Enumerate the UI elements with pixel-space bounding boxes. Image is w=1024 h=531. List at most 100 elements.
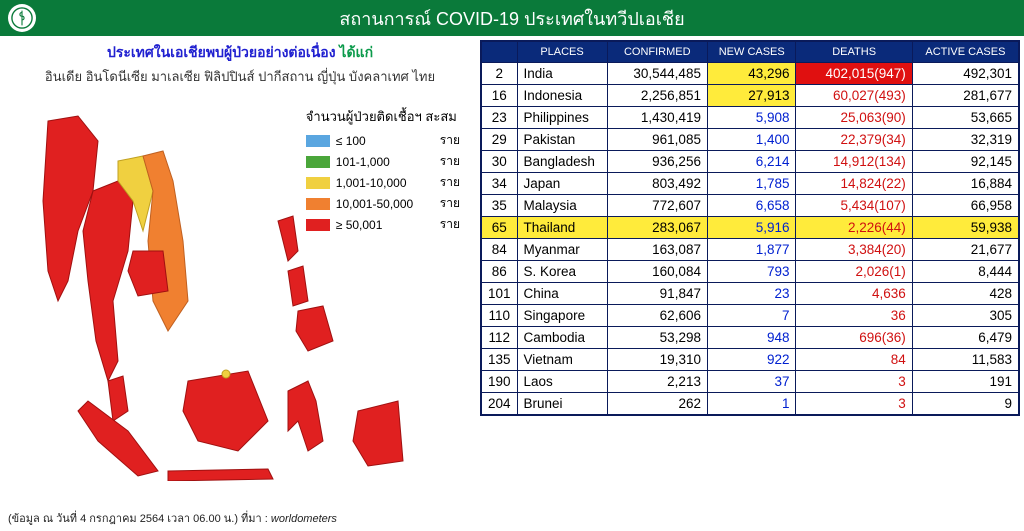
table-cell: 5,434(107) bbox=[796, 195, 912, 217]
table-cell: 29 bbox=[481, 129, 517, 151]
table-cell: India bbox=[517, 63, 607, 85]
table-cell: 5,908 bbox=[707, 107, 796, 129]
table-cell: Pakistan bbox=[517, 129, 607, 151]
table-cell: 2,226(44) bbox=[796, 217, 912, 239]
table-cell: 1 bbox=[707, 393, 796, 416]
table-row: 204Brunei262139 bbox=[481, 393, 1019, 416]
table-cell: 492,301 bbox=[912, 63, 1019, 85]
table-cell: Myanmar bbox=[517, 239, 607, 261]
table-cell: Indonesia bbox=[517, 85, 607, 107]
table-cell: 66,958 bbox=[912, 195, 1019, 217]
table-row: 23Philippines1,430,4195,90825,063(90)53,… bbox=[481, 107, 1019, 129]
table-cell: Cambodia bbox=[517, 327, 607, 349]
table-cell: 948 bbox=[707, 327, 796, 349]
table-cell: 922 bbox=[707, 349, 796, 371]
table-cell: 160,084 bbox=[607, 261, 707, 283]
table-row: 190Laos2,213373191 bbox=[481, 371, 1019, 393]
header-bar: สถานการณ์ COVID-19 ประเทศในทวีปเอเชีย bbox=[0, 0, 1024, 36]
table-cell: 191 bbox=[912, 371, 1019, 393]
table-cell: 34 bbox=[481, 173, 517, 195]
table-cell: 305 bbox=[912, 305, 1019, 327]
subtitle: ประเทศในเอเชียพบผู้ป่วยอย่างต่อเนื่อง ได… bbox=[8, 42, 472, 64]
table-cell: 86 bbox=[481, 261, 517, 283]
table-header: ACTIVE CASES bbox=[912, 41, 1019, 63]
table-cell: 283,067 bbox=[607, 217, 707, 239]
table-cell: Singapore bbox=[517, 305, 607, 327]
table-cell: 2,213 bbox=[607, 371, 707, 393]
table-row: 84Myanmar163,0871,8773,384(20)21,677 bbox=[481, 239, 1019, 261]
main-content: ประเทศในเอเชียพบผู้ป่วยอย่างต่อเนื่อง ได… bbox=[0, 36, 1024, 531]
table-cell: 3 bbox=[796, 393, 912, 416]
table-cell: 9 bbox=[912, 393, 1019, 416]
table-cell: 6,214 bbox=[707, 151, 796, 173]
table-row: 16Indonesia2,256,85127,91360,027(493)281… bbox=[481, 85, 1019, 107]
table-cell: 204 bbox=[481, 393, 517, 416]
table-cell: 30 bbox=[481, 151, 517, 173]
table-cell: 53,298 bbox=[607, 327, 707, 349]
table-cell: 37 bbox=[707, 371, 796, 393]
table-cell: Bangladesh bbox=[517, 151, 607, 173]
table-cell: 19,310 bbox=[607, 349, 707, 371]
table-cell: 59,938 bbox=[912, 217, 1019, 239]
table-cell: 35 bbox=[481, 195, 517, 217]
table-cell: 16,884 bbox=[912, 173, 1019, 195]
table-row: 35Malaysia772,6076,6585,434(107)66,958 bbox=[481, 195, 1019, 217]
asia-map bbox=[8, 91, 472, 509]
table-cell: 163,087 bbox=[607, 239, 707, 261]
subtitle-suffix: ได้แก่ bbox=[339, 44, 373, 60]
footnote-source: worldometers bbox=[271, 513, 337, 525]
table-cell: 27,913 bbox=[707, 85, 796, 107]
page-title: สถานการณ์ COVID-19 ประเทศในทวีปเอเชีย bbox=[48, 4, 976, 33]
table-cell: 1,430,419 bbox=[607, 107, 707, 129]
left-panel: ประเทศในเอเชียพบผู้ป่วยอย่างต่อเนื่อง ได… bbox=[0, 36, 480, 531]
covid-table: PLACESCONFIRMEDNEW CASESDEATHSACTIVE CAS… bbox=[480, 40, 1020, 416]
table-cell: 65 bbox=[481, 217, 517, 239]
table-cell: 772,607 bbox=[607, 195, 707, 217]
table-header: NEW CASES bbox=[707, 41, 796, 63]
table-cell: 53,665 bbox=[912, 107, 1019, 129]
table-cell: 7 bbox=[707, 305, 796, 327]
table-cell: 14,824(22) bbox=[796, 173, 912, 195]
table-cell: 402,015(947) bbox=[796, 63, 912, 85]
footnote-text: (ข้อมูล ณ วันที่ 4 กรกฎาคม 2564 เวลา 06.… bbox=[8, 513, 271, 525]
table-cell: Thailand bbox=[517, 217, 607, 239]
table-cell: Laos bbox=[517, 371, 607, 393]
table-cell: 62,606 bbox=[607, 305, 707, 327]
table-cell: 11,583 bbox=[912, 349, 1019, 371]
table-cell: 1,400 bbox=[707, 129, 796, 151]
table-cell: 16 bbox=[481, 85, 517, 107]
table-cell: 30,544,485 bbox=[607, 63, 707, 85]
table-cell: 84 bbox=[481, 239, 517, 261]
table-cell: 21,677 bbox=[912, 239, 1019, 261]
table-cell: 60,027(493) bbox=[796, 85, 912, 107]
table-cell: 2 bbox=[481, 63, 517, 85]
table-cell: 1,877 bbox=[707, 239, 796, 261]
table-cell: 23 bbox=[481, 107, 517, 129]
table-cell: Malaysia bbox=[517, 195, 607, 217]
table-cell: Philippines bbox=[517, 107, 607, 129]
table-cell: 3,384(20) bbox=[796, 239, 912, 261]
table-cell: 936,256 bbox=[607, 151, 707, 173]
table-cell: 23 bbox=[707, 283, 796, 305]
table-row: 86S. Korea160,0847932,026(1)8,444 bbox=[481, 261, 1019, 283]
table-header: DEATHS bbox=[796, 41, 912, 63]
table-cell: 36 bbox=[796, 305, 912, 327]
table-cell: 1,785 bbox=[707, 173, 796, 195]
table-row: 34Japan803,4921,78514,824(22)16,884 bbox=[481, 173, 1019, 195]
table-cell: Brunei bbox=[517, 393, 607, 416]
table-cell: 4,636 bbox=[796, 283, 912, 305]
table-cell: 190 bbox=[481, 371, 517, 393]
table-cell: 110 bbox=[481, 305, 517, 327]
table-cell: 135 bbox=[481, 349, 517, 371]
table-row: 30Bangladesh936,2566,21414,912(134)92,14… bbox=[481, 151, 1019, 173]
table-cell: 3 bbox=[796, 371, 912, 393]
table-cell: 696(36) bbox=[796, 327, 912, 349]
table-cell: 803,492 bbox=[607, 173, 707, 195]
table-cell: 428 bbox=[912, 283, 1019, 305]
table-cell: 92,145 bbox=[912, 151, 1019, 173]
data-source-footnote: (ข้อมูล ณ วันที่ 4 กรกฎาคม 2564 เวลา 06.… bbox=[8, 509, 472, 527]
table-row: 101China91,847234,636428 bbox=[481, 283, 1019, 305]
countries-list: อินเดีย อินโดนีเซีย มาเลเซีย ฟิลิปปินส์ … bbox=[8, 66, 472, 87]
table-cell: 2,026(1) bbox=[796, 261, 912, 283]
table-cell: 25,063(90) bbox=[796, 107, 912, 129]
